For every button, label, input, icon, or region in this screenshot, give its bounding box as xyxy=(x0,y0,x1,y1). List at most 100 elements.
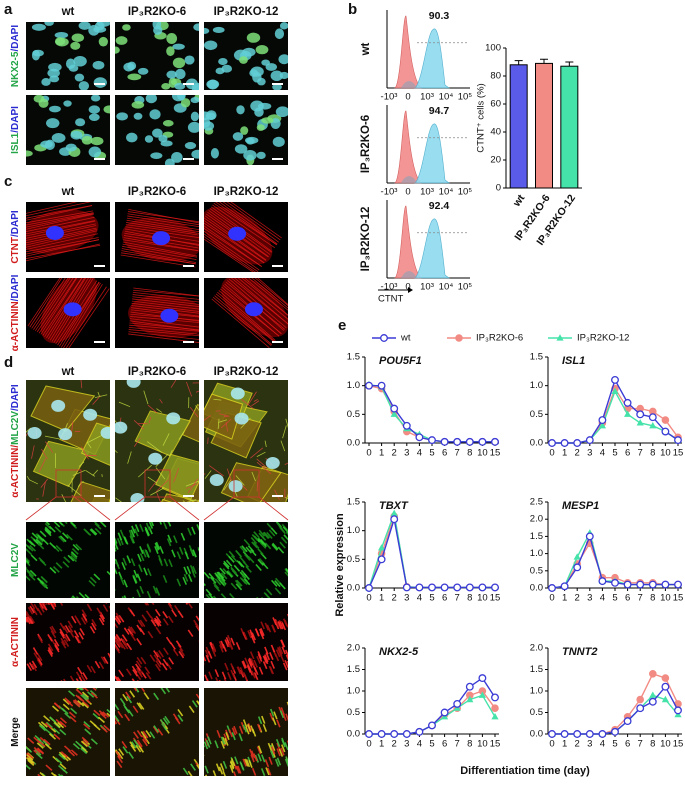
row-label: NKX2-5/DAPI xyxy=(10,25,21,87)
striation xyxy=(113,681,118,688)
striation xyxy=(186,512,189,519)
striation xyxy=(109,654,114,661)
striation xyxy=(1,568,7,574)
striation xyxy=(173,514,176,521)
striation xyxy=(0,627,4,634)
x-tick-label: 6 xyxy=(442,739,447,750)
nucleus xyxy=(46,226,64,240)
marker xyxy=(416,434,423,441)
marker xyxy=(662,428,669,435)
nucleus xyxy=(41,78,50,86)
micrograph xyxy=(26,20,110,91)
marker xyxy=(637,419,644,425)
striation xyxy=(110,504,116,510)
nucleus xyxy=(94,77,107,88)
micrograph xyxy=(193,380,297,512)
y-tick-label: 2.5 xyxy=(530,497,543,508)
row-label: α-ACTININ/MLC2V/DAPI xyxy=(10,384,21,498)
striation xyxy=(291,567,296,573)
striation xyxy=(292,506,297,512)
x-tick-label: 2 xyxy=(575,739,580,750)
x-tick-label: 3 xyxy=(404,739,409,750)
nucleus xyxy=(34,95,45,103)
nucleus xyxy=(116,36,128,45)
x-tick-label: 7 xyxy=(638,593,643,604)
striation xyxy=(200,772,203,779)
series-line xyxy=(552,674,678,734)
striation xyxy=(288,661,291,668)
nucleus xyxy=(213,27,225,33)
nucleus xyxy=(63,100,71,106)
nucleus xyxy=(138,68,149,75)
striation xyxy=(297,755,300,762)
y-tick-label: 0.5 xyxy=(347,554,360,565)
nucleus xyxy=(152,231,170,245)
column-header: wt xyxy=(61,186,75,198)
striation xyxy=(318,738,321,745)
striation xyxy=(201,691,204,698)
marker xyxy=(492,694,499,701)
striation xyxy=(1,767,7,772)
striation xyxy=(302,751,305,758)
striation xyxy=(299,638,302,645)
nucleus xyxy=(32,50,40,61)
row-label-part: /DAPI xyxy=(10,25,21,52)
y-tick-label: 0 xyxy=(496,183,501,194)
marker xyxy=(612,729,619,736)
marker xyxy=(391,516,398,523)
micrograph xyxy=(20,94,116,165)
striation xyxy=(303,557,308,563)
flow-histogram-ctnt xyxy=(415,219,449,278)
striation xyxy=(324,743,327,750)
nucleus xyxy=(247,33,260,43)
nucleus xyxy=(191,150,203,159)
flow-x-tick: 10⁴ xyxy=(439,187,454,198)
striation xyxy=(306,603,309,610)
striation xyxy=(195,506,198,513)
x-tick-label: 4 xyxy=(417,739,422,750)
nucleus xyxy=(153,26,162,35)
series-line xyxy=(369,386,495,442)
y-tick-label: 20 xyxy=(490,155,501,166)
x-tick-label: 15 xyxy=(673,593,684,604)
striation xyxy=(110,658,114,665)
nucleus xyxy=(207,79,218,89)
x-tick-label: 3 xyxy=(587,448,592,459)
x-tick-label: 2 xyxy=(392,593,397,604)
row-label-part: /DAPI xyxy=(10,384,21,411)
nucleus xyxy=(152,128,163,137)
row-label-part: α-ACTININ xyxy=(10,301,21,351)
flow-x-tick: 10³ xyxy=(420,92,434,103)
x-tick-label: 2 xyxy=(575,448,580,459)
striation xyxy=(90,510,96,516)
marker xyxy=(599,417,606,424)
marker xyxy=(467,683,474,690)
bar xyxy=(510,65,527,188)
nucleus xyxy=(111,47,120,54)
striation xyxy=(60,776,66,780)
striation xyxy=(5,771,11,776)
x-tick-label: 8 xyxy=(650,739,655,750)
striation xyxy=(318,729,321,736)
striation xyxy=(308,751,311,758)
nucleus xyxy=(191,97,200,103)
column-header: IP₃R2KO-6 xyxy=(128,366,186,378)
nucleus xyxy=(165,158,175,168)
marker xyxy=(599,731,606,738)
marker xyxy=(637,696,644,703)
x-tick-label: 0 xyxy=(366,448,371,459)
marker xyxy=(378,731,385,738)
striation xyxy=(321,489,326,495)
marker xyxy=(650,581,657,588)
striation xyxy=(291,610,294,617)
striation xyxy=(309,638,312,645)
fiber xyxy=(23,460,26,470)
nucleus xyxy=(278,54,290,64)
striation xyxy=(318,646,321,653)
x-tick-label: 15 xyxy=(490,593,501,604)
marker xyxy=(467,584,474,591)
row-label-part: /DAPI xyxy=(10,210,21,237)
x-tick-label: 0 xyxy=(549,739,554,750)
striation xyxy=(0,635,4,642)
striation xyxy=(111,718,116,725)
